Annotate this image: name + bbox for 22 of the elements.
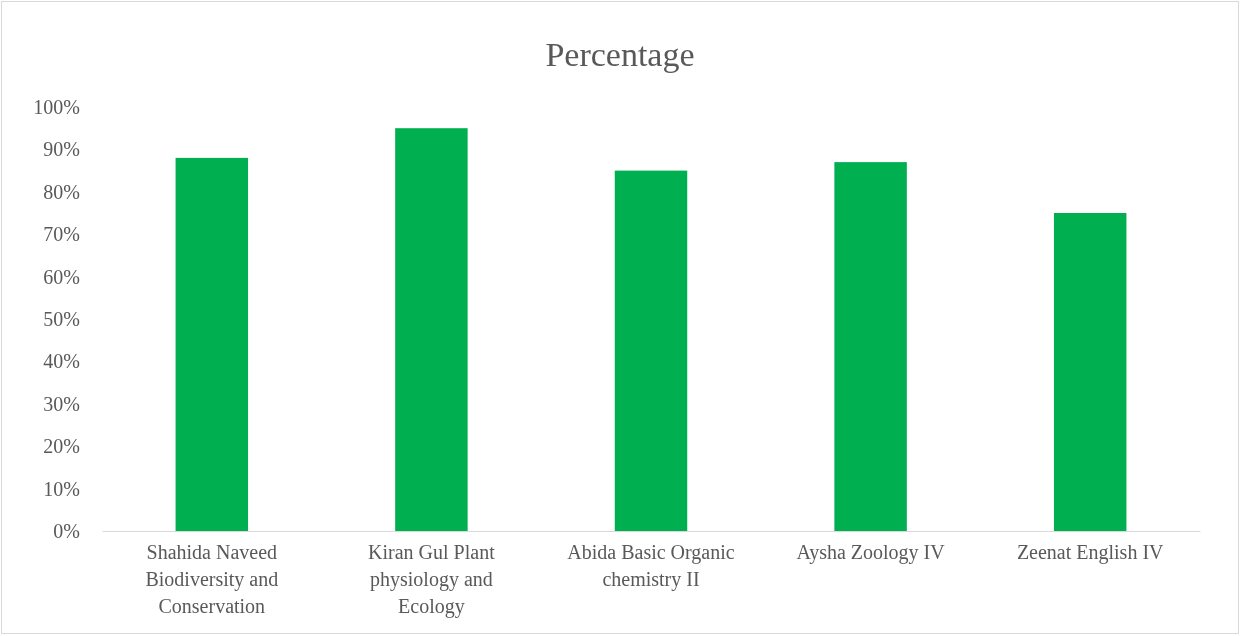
bar	[1053, 213, 1127, 531]
y-tick-label: 60%	[43, 265, 80, 288]
y-tick-label: 50%	[43, 307, 80, 330]
bar	[395, 128, 468, 531]
y-tick-label: 0%	[53, 519, 80, 542]
x-tick-label: Shahida Naveed Biodiversity and Conservation	[145, 541, 279, 618]
chart-title: Percentage	[545, 36, 695, 73]
bar	[614, 170, 688, 531]
bar	[834, 162, 907, 531]
y-tick-label: 100%	[33, 95, 80, 118]
bar	[175, 157, 249, 531]
x-tick-label: Abida Basic Organic chemistry II	[567, 541, 735, 592]
y-tick-label: 90%	[43, 138, 80, 161]
y-tick-label: 40%	[43, 350, 80, 373]
x-tick-label: Aysha Zoology IV	[796, 541, 946, 565]
x-tick-label: Zeenat English IV	[1016, 541, 1165, 565]
y-tick-label: 30%	[43, 392, 80, 415]
y-tick-label: 20%	[43, 435, 80, 458]
y-tick-label: 10%	[43, 477, 80, 500]
x-tick-label: Kiran Gul Plant physiology and Ecology	[368, 541, 496, 619]
y-tick-label: 80%	[43, 180, 80, 203]
y-tick-label: 70%	[43, 223, 80, 246]
